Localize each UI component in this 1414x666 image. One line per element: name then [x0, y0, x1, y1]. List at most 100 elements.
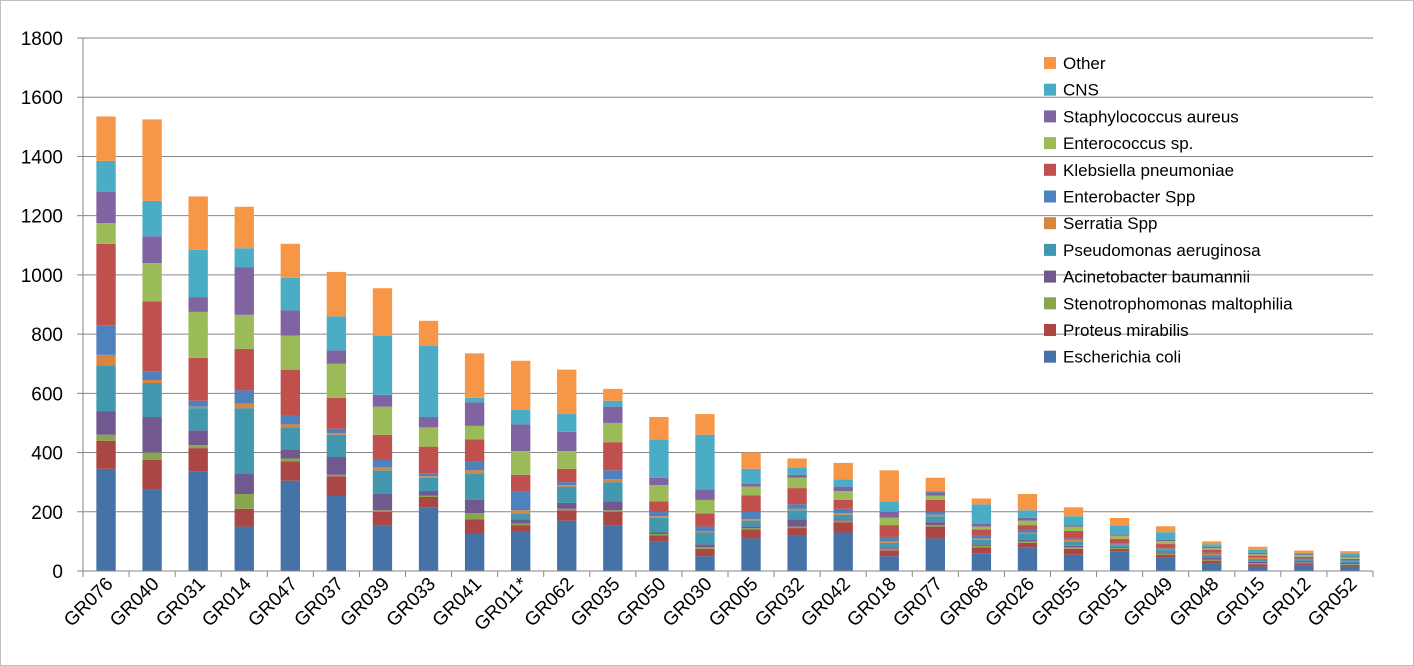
bar-segment-9-10 [511, 409, 531, 425]
y-tick-label: 600 [31, 384, 63, 405]
bar-segment-23-8 [1156, 541, 1176, 545]
bar-segment-11-9 [603, 406, 623, 423]
bar-segment-12-8 [649, 485, 669, 502]
bar-segment-4-0 [280, 480, 300, 571]
bar-segment-4-3 [280, 449, 300, 459]
bar-segment-17-0 [879, 556, 899, 571]
bar-segment-23-10 [1156, 532, 1176, 540]
bar-segment-25-8 [1248, 554, 1268, 556]
bar-segment-5-2 [326, 474, 347, 477]
legend-swatch [1044, 297, 1056, 310]
bar-segment-2-1 [188, 448, 208, 472]
x-tick-label: GR050 [613, 574, 670, 631]
bar-segment-6-7 [372, 434, 393, 460]
bar-segment-17-10 [879, 501, 899, 512]
bar-segment-27-3 [1340, 563, 1360, 565]
bar-segment-15-1 [787, 528, 807, 536]
bar-segment-24-4 [1202, 555, 1222, 558]
bar-segment-1-5 [142, 380, 162, 383]
bar-segment-12-2 [649, 533, 669, 536]
bar-segment-26-2 [1294, 562, 1314, 564]
bar-segment-25-2 [1248, 563, 1268, 565]
bar-segment-12-4 [649, 517, 669, 533]
bar-segment-12-11 [649, 417, 669, 440]
bar-segment-11-5 [603, 479, 623, 483]
bar-segment-11-11 [603, 388, 623, 401]
bar-segment-18-3 [925, 522, 945, 526]
bar-segment-26-8 [1294, 555, 1314, 557]
bar-segment-21-0 [1063, 554, 1084, 571]
bar-segment-15-6 [787, 504, 807, 509]
bar-segment-8-0 [464, 533, 485, 571]
bar-segment-5-5 [326, 433, 347, 435]
bar-segment-2-4 [188, 408, 208, 431]
x-tick-label: GR014 [198, 573, 256, 631]
bar-segment-27-5 [1340, 560, 1360, 562]
bar-segment-10-4 [557, 486, 577, 503]
y-tick-label: 800 [31, 325, 63, 346]
bar-segment-25-3 [1248, 561, 1268, 564]
bar-segment-26-10 [1294, 552, 1314, 555]
bar-segment-17-1 [879, 550, 899, 557]
bar-segment-24-5 [1202, 554, 1222, 556]
bar-segment-20-1 [1017, 542, 1038, 548]
bar-segment-17-11 [879, 470, 899, 502]
x-tick-label: GR033 [383, 574, 440, 631]
x-tick-label: GR077 [889, 574, 946, 631]
bar-segment-16-1 [833, 522, 853, 533]
bar-segment-22-1 [1109, 548, 1130, 552]
bar-segment-3-1 [234, 508, 254, 527]
bar-segment-13-0 [695, 556, 715, 571]
bar-segment-13-5 [695, 531, 715, 533]
bar-segment-18-7 [925, 499, 945, 512]
bar-segment-1-6 [142, 371, 162, 381]
bar-segment-7-11 [418, 320, 439, 346]
bar-segment-19-10 [971, 504, 992, 524]
y-tick-label: 1400 [21, 147, 63, 168]
bar-segment-5-7 [326, 397, 347, 429]
x-tick-label: GR048 [1166, 574, 1223, 631]
bar-segment-18-0 [925, 538, 945, 571]
bar-segment-4-7 [280, 369, 300, 416]
bar-segment-7-4 [418, 477, 439, 492]
bar-segment-21-11 [1063, 507, 1084, 517]
bar-segment-2-5 [188, 406, 208, 409]
bar-segment-4-6 [280, 415, 300, 425]
x-tick-label: GR032 [751, 574, 808, 631]
bar-segment-7-10 [418, 345, 439, 418]
bar-segment-5-8 [326, 363, 347, 398]
bar-segment-6-2 [372, 510, 393, 512]
bar-segment-5-4 [326, 434, 347, 457]
bar-segment-23-6 [1156, 547, 1176, 549]
bar-segment-16-9 [833, 486, 853, 492]
y-tick-label: 1000 [21, 266, 63, 287]
bar-segment-10-3 [557, 502, 577, 509]
bar-segment-3-6 [234, 390, 254, 404]
bar-segment-26-1 [1294, 563, 1314, 566]
bar-segment-21-9 [1063, 525, 1084, 527]
bar-segment-7-1 [418, 496, 439, 508]
x-tick-label: GR026 [982, 574, 1039, 631]
bar-segment-13-6 [695, 526, 715, 532]
bar-segment-3-9 [234, 267, 254, 315]
bar-segment-2-3 [188, 430, 208, 446]
bar-segment-10-5 [557, 485, 577, 487]
bar-segment-9-7 [511, 474, 531, 492]
legend-swatch [1044, 190, 1056, 203]
legend-label: Escherichia coli [1063, 348, 1181, 367]
bar-segment-4-4 [280, 427, 300, 450]
bar-segment-27-9 [1340, 556, 1360, 558]
y-tick-label: 1800 [21, 29, 63, 50]
x-tick-label: GR076 [60, 574, 117, 631]
bar-segment-23-4 [1156, 549, 1176, 553]
bar-segment-19-9 [971, 523, 992, 527]
bar-segment-24-10 [1202, 544, 1222, 547]
bar-segment-13-11 [695, 414, 715, 435]
x-tick-label: GR037 [291, 574, 348, 631]
bar-segment-8-4 [464, 473, 485, 500]
bar-segment-23-9 [1156, 539, 1176, 542]
bar-segment-25-6 [1248, 557, 1268, 558]
bar-segment-11-4 [603, 482, 623, 502]
bar-segment-20-6 [1017, 529, 1038, 533]
bar-segment-7-8 [418, 427, 439, 447]
